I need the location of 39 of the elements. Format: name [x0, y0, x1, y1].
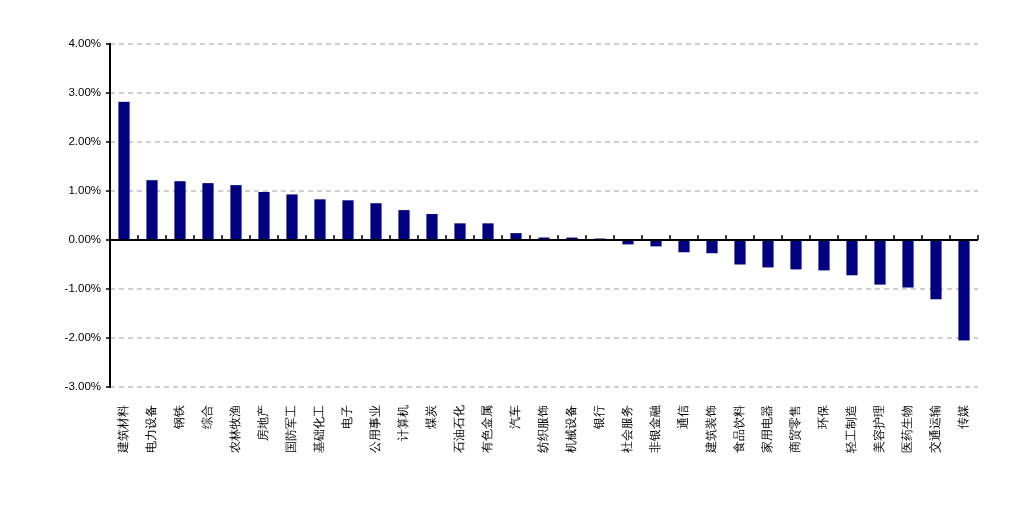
y-tick-label: 3.00%	[68, 86, 101, 99]
x-tick-label: 煤炭	[424, 405, 439, 429]
y-tick-label: 1.00%	[68, 184, 101, 197]
x-tick-label: 通信	[676, 405, 691, 429]
y-tick-label: -1.00%	[64, 282, 101, 295]
y-tick-label: -2.00%	[64, 331, 101, 344]
x-tick-label: 有色金属	[480, 405, 495, 453]
x-tick-label: 公用事业	[368, 405, 383, 453]
x-tick-label: 建筑材料	[116, 405, 131, 454]
x-tick-label: 轻工制造	[844, 405, 859, 453]
x-tick-label: 国防军工	[284, 405, 299, 453]
x-tick-label: 钢铁	[172, 405, 187, 430]
x-tick-label: 建筑装饰	[704, 405, 719, 454]
x-tick-label: 商贸零售	[788, 405, 803, 453]
x-tick-label: 石油石化	[452, 405, 467, 453]
y-tick-label: 0.00%	[68, 233, 101, 246]
x-tick-label: 农林牧渔	[228, 405, 243, 453]
x-tick-label: 汽车	[508, 405, 523, 429]
x-tick-label: 交通运输	[928, 405, 943, 453]
x-tick-label: 美容护理	[872, 405, 887, 453]
x-tick-label: 电子	[340, 405, 355, 429]
x-tick-label: 家用电器	[760, 405, 775, 453]
y-tick-label: 2.00%	[68, 135, 101, 148]
x-tick-label: 电力设备	[144, 405, 159, 453]
y-tick-label: -3.00%	[64, 380, 101, 393]
y-tick-label: 4.00%	[68, 37, 101, 50]
x-tick-label: 环保	[816, 405, 831, 429]
x-tick-label: 食品饮料	[732, 405, 747, 453]
x-tick-label: 计算机	[396, 405, 411, 441]
x-tick-label: 医药生物	[900, 405, 915, 453]
x-tick-label: 纺织服饰	[536, 405, 551, 453]
x-tick-label: 基础化工	[312, 405, 327, 453]
x-tick-label: 机械设备	[564, 405, 579, 453]
x-tick-label: 非银金融	[648, 405, 663, 453]
x-tick-label: 社会服务	[620, 405, 635, 453]
x-tick-label: 房地产	[256, 405, 271, 441]
x-tick-label: 综合	[200, 405, 215, 429]
x-tick-label: 银行	[592, 405, 607, 430]
x-tick-label: 传媒	[956, 405, 971, 429]
